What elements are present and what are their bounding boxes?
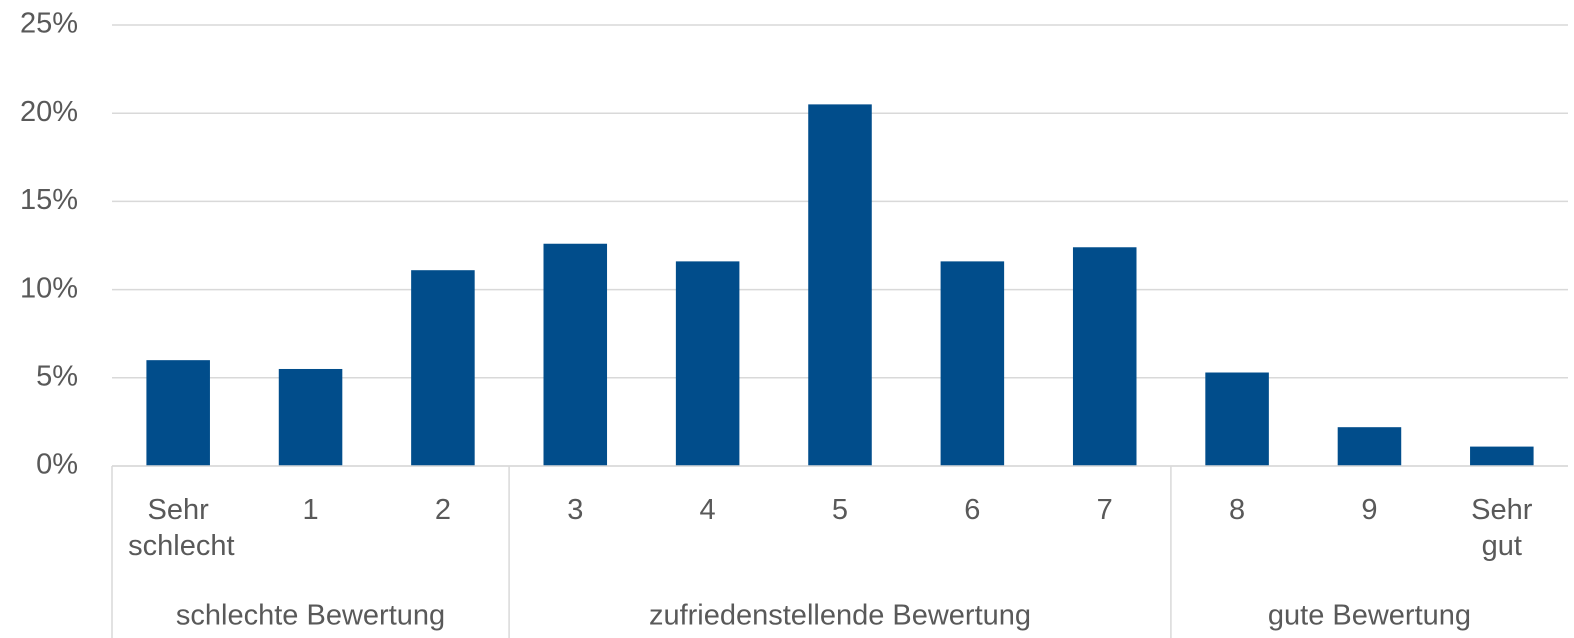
- x-tick-label: Sehr gut: [1471, 494, 1533, 562]
- y-tick-label: 20%: [20, 96, 78, 128]
- x-tick-label: 4: [699, 494, 716, 526]
- bar: [1470, 446, 1534, 466]
- group-label: gute Bewertung: [1268, 600, 1471, 632]
- y-tick-label: 10%: [20, 272, 78, 304]
- x-tick-label: 3: [567, 494, 584, 526]
- group-label: zufriedenstellende Bewertung: [649, 600, 1031, 632]
- x-tick-label: 1: [302, 494, 319, 526]
- x-tick-label: 5: [831, 494, 849, 526]
- bar: [1072, 247, 1137, 466]
- bar: [675, 261, 740, 466]
- y-tick-label: 0%: [36, 449, 78, 481]
- bar: [940, 261, 1005, 466]
- bar: [146, 360, 210, 466]
- x-tick-label: 2: [434, 494, 451, 526]
- bar: [1205, 372, 1269, 466]
- x-tick-label: 9: [1361, 494, 1378, 526]
- x-tick-label: 7: [1096, 494, 1113, 526]
- bar: [1337, 427, 1402, 466]
- bar: [278, 368, 343, 466]
- x-tick-label: 8: [1229, 494, 1246, 526]
- y-tick-label: 5%: [36, 360, 78, 392]
- x-tick-label: Sehr schlecht: [128, 494, 235, 562]
- bar: [808, 104, 872, 466]
- x-tick-label: 6: [964, 494, 981, 526]
- bar: [411, 270, 475, 466]
- y-tick-label: 15%: [20, 184, 78, 216]
- group-label: schlechte Bewertung: [176, 600, 445, 632]
- bar: [543, 243, 608, 466]
- y-tick-label: 25%: [20, 8, 78, 40]
